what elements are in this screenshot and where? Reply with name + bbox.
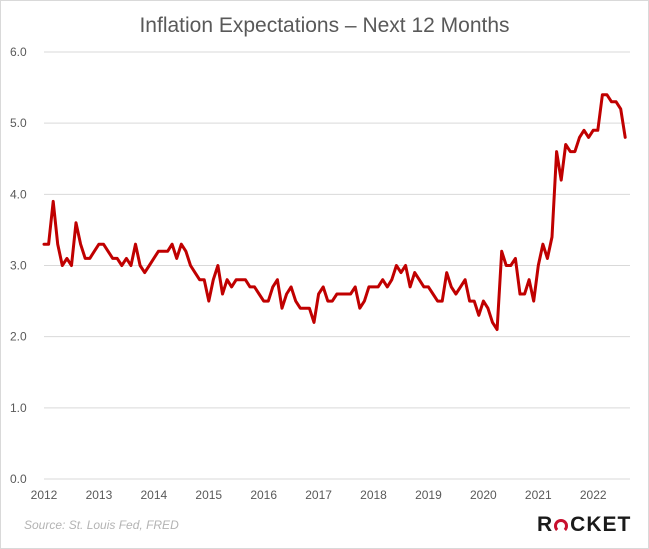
rocket-logo: R CKET (537, 513, 631, 537)
x-tick-label: 2018 (360, 488, 387, 502)
y-tick-label: 0.0 (10, 472, 27, 486)
x-tick-label: 2022 (580, 488, 607, 502)
series-line (42, 93, 627, 331)
logo-o-icon (554, 519, 569, 533)
y-tick-label: 2.0 (10, 330, 27, 344)
x-tick-label: 2019 (415, 488, 442, 502)
y-tick-label: 5.0 (10, 116, 27, 130)
y-tick-label: 4.0 (10, 187, 27, 201)
y-tick-label: 6.0 (10, 45, 27, 59)
logo-text-right: CKET (570, 513, 632, 536)
x-tick-label: 2021 (525, 488, 552, 502)
y-tick-label: 3.0 (10, 259, 27, 273)
x-tick-label: 2016 (250, 488, 277, 502)
x-tick-label: 2015 (195, 488, 222, 502)
y-tick-label: 1.0 (10, 401, 27, 415)
x-tick-label: 2013 (86, 488, 113, 502)
logo-text-left: R (537, 513, 554, 536)
x-tick-label: 2014 (140, 488, 167, 502)
x-tick-label: 2020 (470, 488, 497, 502)
chart-title: Inflation Expectations – Next 12 Months (139, 14, 510, 37)
source-note: Source: St. Louis Fed, FRED (24, 518, 179, 532)
x-tick-label: 2012 (31, 488, 58, 502)
x-tick-label: 2017 (305, 488, 332, 502)
